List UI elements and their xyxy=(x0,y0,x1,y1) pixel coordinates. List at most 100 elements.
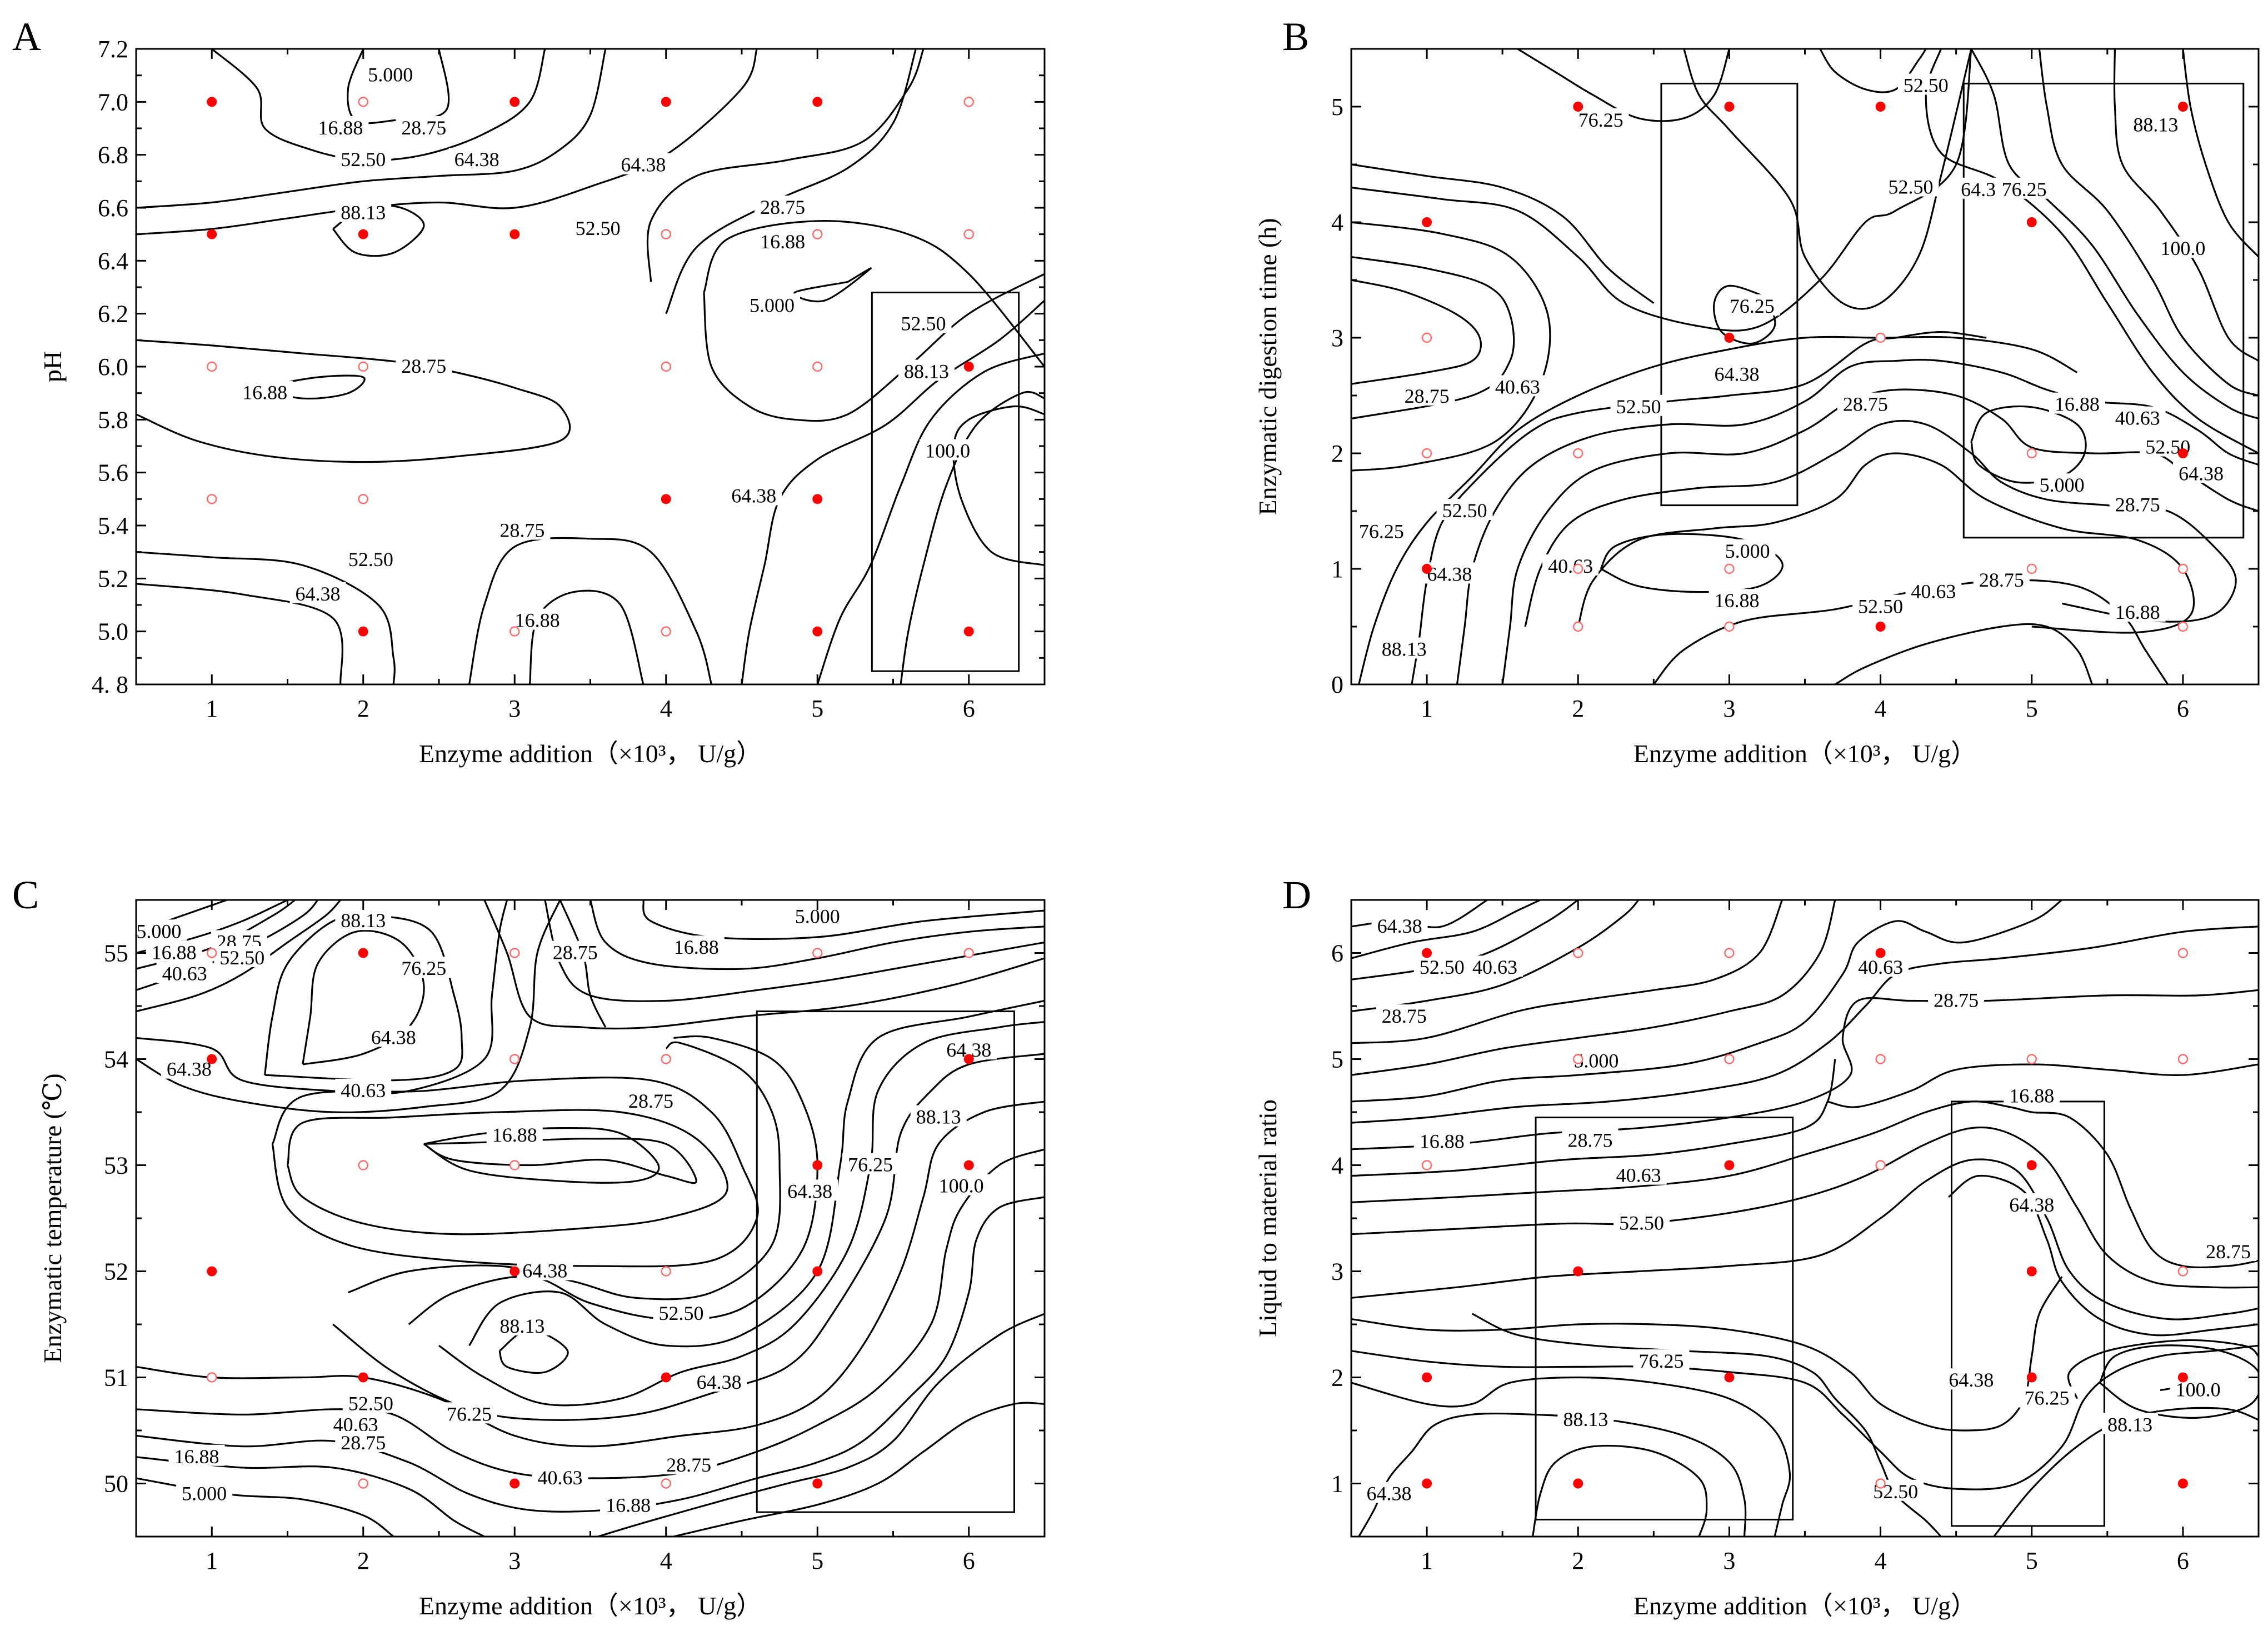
data-point-hollow xyxy=(1573,563,1583,574)
contour-line xyxy=(136,49,607,209)
contour-line xyxy=(544,900,1045,1002)
contour-label: 52.50 xyxy=(576,217,621,239)
contour-label: 16.88 xyxy=(2115,601,2160,623)
contour-label: 40.63 xyxy=(1472,956,1517,978)
data-point-hollow xyxy=(1573,621,1583,632)
x-tick-label: 2 xyxy=(357,1547,369,1574)
contour-label: 64.38 xyxy=(454,148,499,171)
contour-label-bg xyxy=(1719,539,1776,561)
y-tick-label: 54 xyxy=(104,1046,128,1073)
y-tick-label: 7.0 xyxy=(98,88,128,116)
contour-label-bg xyxy=(1572,108,1629,129)
contour-line xyxy=(257,374,366,400)
x-tick-label: 4 xyxy=(660,1547,672,1574)
data-point-filled xyxy=(2026,1372,2037,1383)
contour-label-bg xyxy=(1610,1163,1667,1185)
x-tick-label: 6 xyxy=(963,695,975,722)
contour-line xyxy=(2038,49,2259,397)
contour-label-bg xyxy=(1467,955,1523,977)
contour-label-bg xyxy=(1852,594,1909,616)
contour-label: 16.88 xyxy=(2055,393,2100,416)
data-point-hollow xyxy=(2026,1054,2037,1064)
data-point-hollow xyxy=(661,626,671,637)
contour-label: 40.63 xyxy=(1911,581,1956,603)
contour-label-bg xyxy=(1398,384,1455,406)
y-tick-label: 0 xyxy=(1331,671,1343,698)
contour-label-bg xyxy=(1557,1407,1614,1429)
y-tick-label: 53 xyxy=(104,1152,128,1179)
y-tick-label: 55 xyxy=(104,940,128,967)
contour-label-bg xyxy=(2102,1413,2159,1434)
y-tick-label: 5.8 xyxy=(98,406,128,433)
contour-label-bg xyxy=(2109,406,2166,428)
panel-letter: C xyxy=(12,873,39,917)
contour-label: 40.63 xyxy=(1616,1164,1661,1187)
contour-line xyxy=(136,900,561,1113)
contour-line xyxy=(559,900,607,1028)
contour-label-bg xyxy=(1353,519,1410,541)
contour-label-bg xyxy=(1709,589,1765,611)
contour-label: 64.38 xyxy=(697,1371,742,1393)
contour-label: 28.75 xyxy=(1979,569,2024,591)
x-tick-label: 4 xyxy=(1875,695,1887,722)
contour-label: 5.000 xyxy=(368,64,413,86)
contour-panel-a: A 5.000 16.88 28.75 52.50 64.38 64.38 88.13 52.5… xyxy=(12,14,1046,768)
contour-label-bg xyxy=(910,1105,967,1127)
contour-line xyxy=(1351,900,1640,1013)
contour-label: 100.0 xyxy=(925,440,970,462)
contour-label: 28.75 xyxy=(499,519,544,542)
contour-label: 40.63 xyxy=(2115,407,2160,429)
contour-line xyxy=(136,1477,394,1537)
contour-label: 88.13 xyxy=(2107,1413,2152,1435)
contour-label-bg xyxy=(396,957,452,978)
contour-label-bg xyxy=(2170,1378,2226,1399)
contour-label: 64.38 xyxy=(371,1026,416,1048)
contour-label: 52.50 xyxy=(348,548,393,571)
x-axis-title: Enzyme addition（×10³， U/g） xyxy=(419,739,762,768)
y-tick-label: 50 xyxy=(104,1470,128,1498)
y-tick-label: 2 xyxy=(1331,1364,1343,1392)
data-point-filled xyxy=(812,626,823,637)
highlight-box xyxy=(871,292,1020,672)
contour-label: 52.50 xyxy=(348,1392,393,1414)
contour-label-bg xyxy=(176,1482,233,1503)
contour-label: 52.50 xyxy=(1420,956,1465,978)
contour-label-bg xyxy=(1928,988,1985,1010)
contour-label: 76.25 xyxy=(447,1403,492,1425)
data-point-filled xyxy=(661,1372,671,1383)
contour-label: 28.75 xyxy=(760,196,805,218)
contour-line xyxy=(136,339,571,463)
y-tick-label: 52 xyxy=(104,1258,128,1285)
contour-label-bg xyxy=(2200,1240,2257,1262)
y-axis-title: Enzymatic temperature (℃) xyxy=(38,1073,67,1363)
contour-line xyxy=(1713,284,1776,345)
contour-line xyxy=(1351,1158,2259,1320)
x-axis-title: Enzyme addition（×10³， U/g） xyxy=(419,1592,762,1620)
contour-label: 16.88 xyxy=(174,1445,219,1468)
data-point-hollow xyxy=(2177,1266,2189,1277)
contour-label-bg xyxy=(1709,362,1765,384)
contour-label-bg xyxy=(396,116,452,137)
data-point-hollow xyxy=(1875,1054,1886,1064)
data-point-hollow xyxy=(2177,948,2189,958)
contour-line xyxy=(1351,1126,2259,1289)
data-point-filled xyxy=(1573,102,1583,112)
contour-label-bg xyxy=(933,1174,990,1195)
contour-label-bg xyxy=(1613,1211,1670,1233)
data-point-hollow xyxy=(358,97,368,107)
contour-label-bg xyxy=(335,1078,392,1100)
data-point-hollow xyxy=(661,361,671,372)
contour-label-bg xyxy=(1376,637,1432,659)
data-point-filled xyxy=(207,97,217,107)
contour-label-bg xyxy=(1724,294,1780,316)
contour-label-bg xyxy=(755,196,811,217)
contour-line xyxy=(1524,419,2237,627)
contour-label-bg xyxy=(1610,394,1667,416)
data-point-filled xyxy=(963,1160,974,1170)
contour-label-bg xyxy=(661,1453,717,1475)
data-point-filled xyxy=(963,362,974,372)
y-tick-label: 4 xyxy=(1331,209,1343,236)
contour-line xyxy=(1600,533,1784,593)
data-point-filled xyxy=(1422,1478,1432,1489)
